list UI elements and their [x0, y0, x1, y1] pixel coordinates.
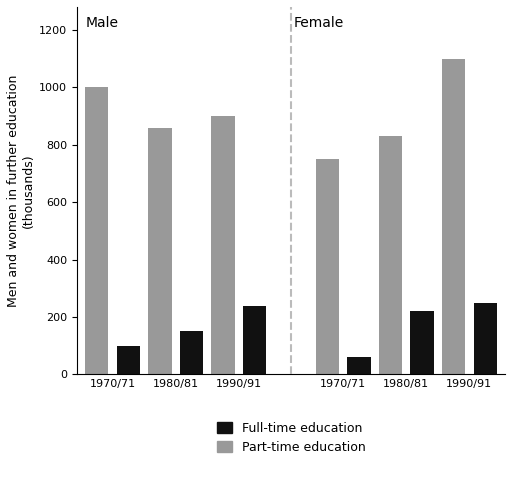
- Bar: [474, 302, 497, 374]
- Bar: [180, 331, 203, 374]
- Y-axis label: Men and women in further education
(thousands): Men and women in further education (thou…: [7, 74, 35, 307]
- Bar: [243, 305, 266, 374]
- Bar: [148, 128, 172, 374]
- Text: Female: Female: [294, 16, 344, 30]
- Bar: [86, 87, 109, 374]
- Legend: Full-time education, Part-time education: Full-time education, Part-time education: [210, 415, 372, 460]
- Bar: [379, 136, 402, 374]
- Text: Male: Male: [86, 16, 118, 30]
- Bar: [348, 357, 371, 374]
- Bar: [442, 59, 465, 374]
- Bar: [411, 311, 434, 374]
- Bar: [117, 346, 140, 374]
- Bar: [211, 116, 234, 374]
- Bar: [316, 159, 339, 374]
